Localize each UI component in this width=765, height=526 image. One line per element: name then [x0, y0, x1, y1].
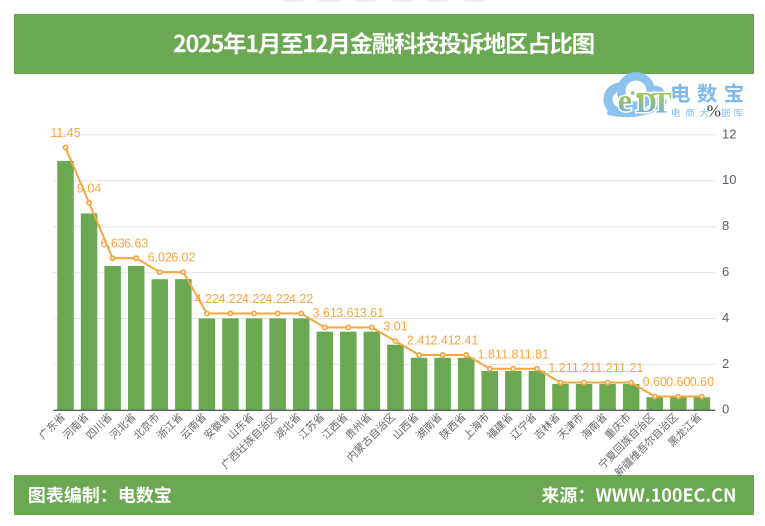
svg-text:1.21: 1.21 [595, 361, 619, 375]
svg-text:4.22: 4.22 [289, 292, 313, 306]
svg-text:6: 6 [722, 264, 729, 279]
svg-text:D: D [636, 87, 657, 119]
svg-text:10: 10 [722, 172, 736, 187]
svg-text:6.02: 6.02 [148, 251, 172, 265]
svg-text:6.02: 6.02 [171, 251, 195, 265]
svg-text:e: e [618, 82, 632, 118]
svg-text:0.60: 0.60 [666, 375, 690, 389]
svg-text:4.22: 4.22 [265, 292, 289, 306]
svg-text:4.22: 4.22 [242, 292, 266, 306]
svg-text:0.60: 0.60 [690, 375, 714, 389]
svg-text:T: T [652, 87, 672, 120]
svg-text:2.41: 2.41 [454, 333, 478, 347]
svg-text:3.61: 3.61 [336, 306, 360, 320]
svg-text:3.61: 3.61 [360, 306, 384, 320]
svg-text:1.21: 1.21 [619, 361, 643, 375]
svg-text:6.63: 6.63 [124, 237, 148, 251]
svg-text:1.81: 1.81 [501, 347, 525, 361]
svg-text:D: D [636, 87, 657, 119]
svg-text:12: 12 [722, 126, 736, 141]
svg-text:2: 2 [722, 356, 729, 371]
svg-text:1.81: 1.81 [525, 347, 549, 361]
svg-text:4.22: 4.22 [218, 292, 242, 306]
svg-text:0: 0 [722, 402, 729, 417]
svg-text:2.41: 2.41 [430, 333, 454, 347]
svg-text:%: % [707, 102, 721, 121]
svg-text:11.45: 11.45 [50, 126, 80, 140]
svg-text:4: 4 [722, 310, 729, 325]
svg-text:1.21: 1.21 [548, 361, 572, 375]
svg-text:6.63: 6.63 [100, 237, 124, 251]
svg-text:9.04: 9.04 [77, 181, 101, 195]
svg-text:1.21: 1.21 [572, 361, 596, 375]
svg-text:e: e [618, 82, 632, 118]
svg-text:T: T [652, 87, 672, 120]
svg-text:3.01: 3.01 [383, 320, 407, 334]
svg-text:8: 8 [722, 218, 729, 233]
svg-text:4.22: 4.22 [195, 292, 219, 306]
svg-text:1.81: 1.81 [478, 347, 502, 361]
svg-text:3.61: 3.61 [313, 306, 337, 320]
svg-text:2.41: 2.41 [407, 333, 431, 347]
svg-text:0.60: 0.60 [643, 375, 667, 389]
